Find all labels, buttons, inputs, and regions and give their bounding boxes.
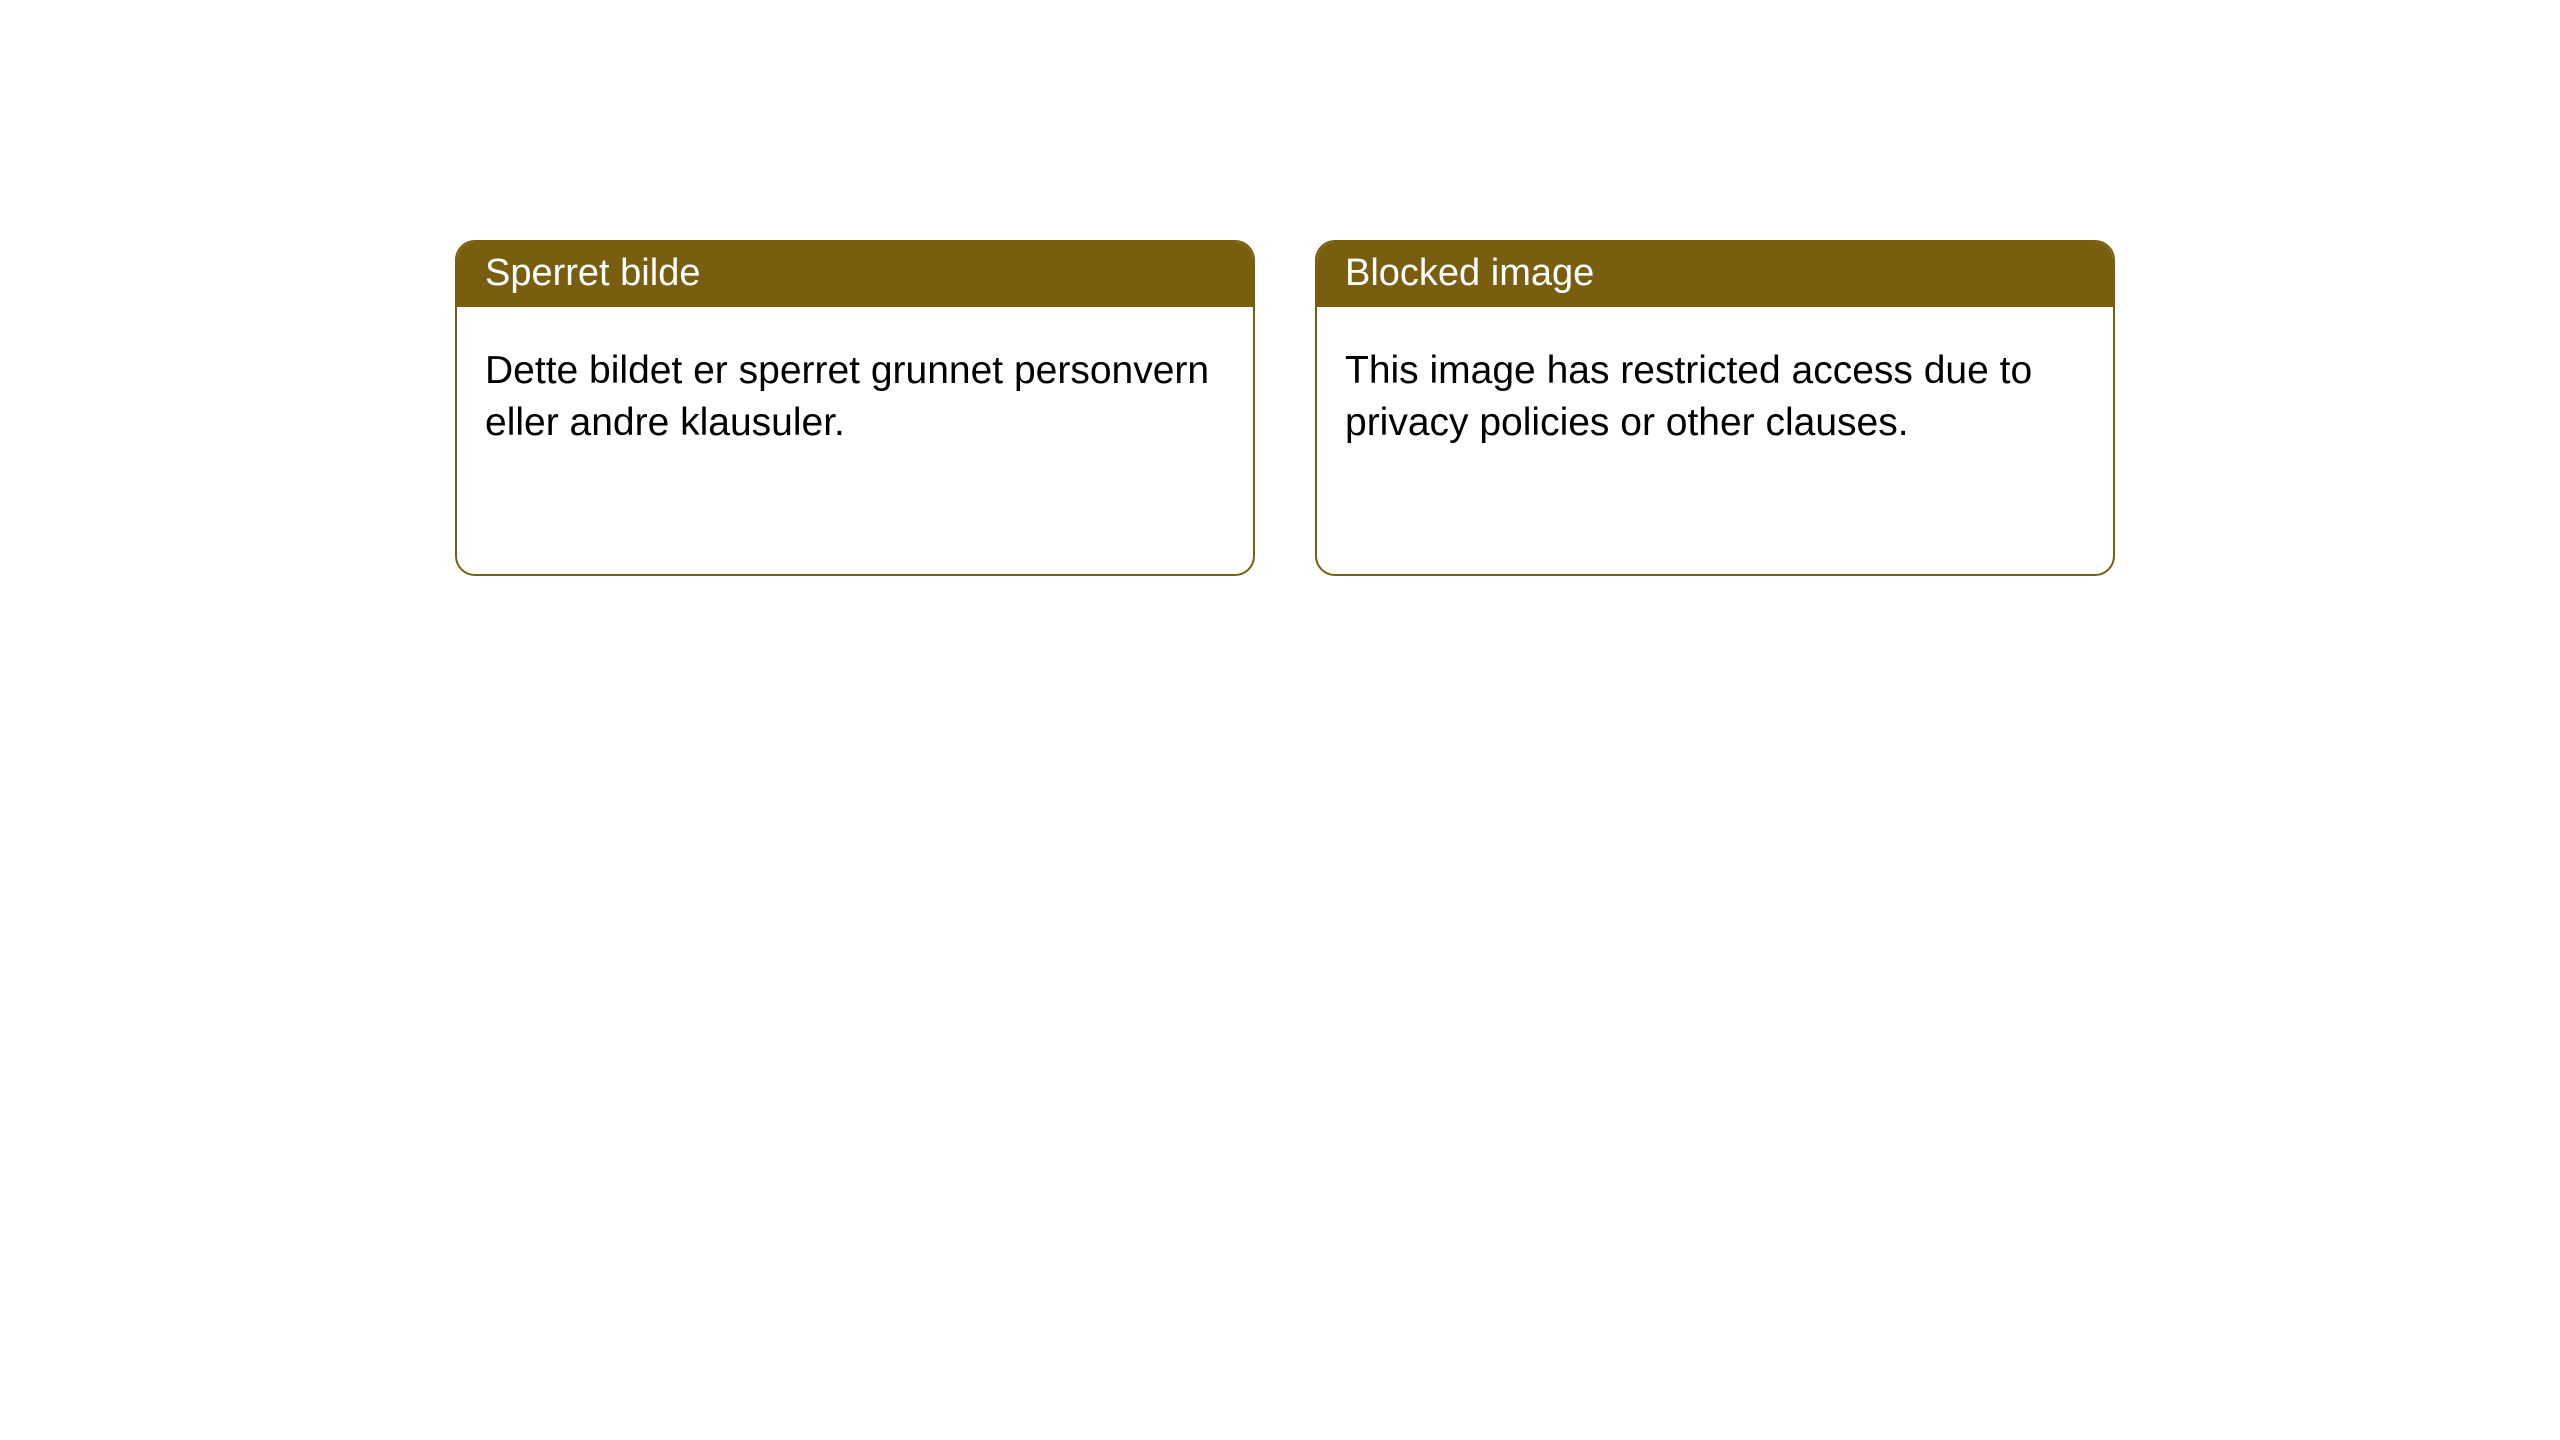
notice-container: Sperret bilde Dette bildet er sperret gr… <box>0 0 2560 576</box>
notice-body-norwegian: Dette bildet er sperret grunnet personve… <box>457 307 1253 488</box>
notice-header-english: Blocked image <box>1317 242 2113 307</box>
notice-box-norwegian: Sperret bilde Dette bildet er sperret gr… <box>455 240 1255 576</box>
notice-box-english: Blocked image This image has restricted … <box>1315 240 2115 576</box>
notice-body-english: This image has restricted access due to … <box>1317 307 2113 488</box>
notice-header-norwegian: Sperret bilde <box>457 242 1253 307</box>
